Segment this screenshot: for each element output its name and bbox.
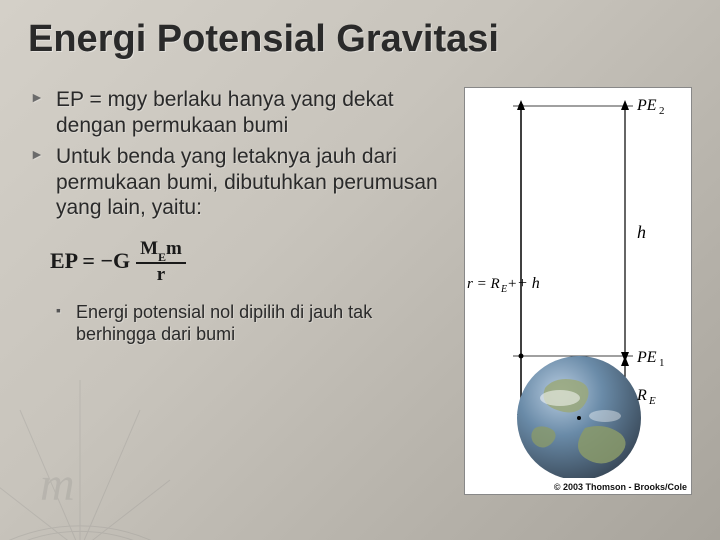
bullet-item: Untuk benda yang letaknya jauh dari perm… [28,144,448,221]
formula-lhs: EP = −G [50,248,130,274]
content-row: EP = mgy berlaku hanya yang dekat dengan… [28,87,692,495]
label-h: h [637,222,646,242]
sub-bullet-item: Energi potensial nol dipilih di jauh tak… [56,302,448,346]
svg-text:+: + [508,276,516,292]
svg-text:2: 2 [659,105,665,117]
label-pe2: PE [636,97,657,114]
svg-text:r = R: r = R [467,276,500,292]
sub-bullet-list: Energi potensial nol dipilih di jauh tak… [56,302,448,346]
figure-svg: PE 2 PE 1 h R E r = R E + h r = R E + [465,88,691,478]
label-re: R [636,387,647,404]
figure-gravitational-pe: PE 2 PE 1 h R E r = R E + h r = R E + [464,87,692,495]
label-pe1: PE [636,349,657,366]
svg-text:E: E [648,395,656,407]
bullet-item: EP = mgy berlaku hanya yang dekat dengan… [28,87,448,138]
bullet-list: EP = mgy berlaku hanya yang dekat dengan… [28,87,448,221]
formula-ep: EP = −G MEm r [50,239,448,284]
formula-denominator: r [157,264,165,284]
slide-title: Energi Potensial Gravitasi [28,18,692,61]
slide-container: Energi Potensial Gravitasi EP = mgy berl… [0,0,720,540]
svg-text:1: 1 [659,357,665,369]
formula-numerator: MEm [136,239,186,264]
svg-text:E: E [500,284,507,295]
text-column: EP = mgy berlaku hanya yang dekat dengan… [28,87,452,495]
formula-fraction: MEm r [136,239,186,284]
figure-credit: © 2003 Thomson - Brooks/Cole [554,482,687,492]
